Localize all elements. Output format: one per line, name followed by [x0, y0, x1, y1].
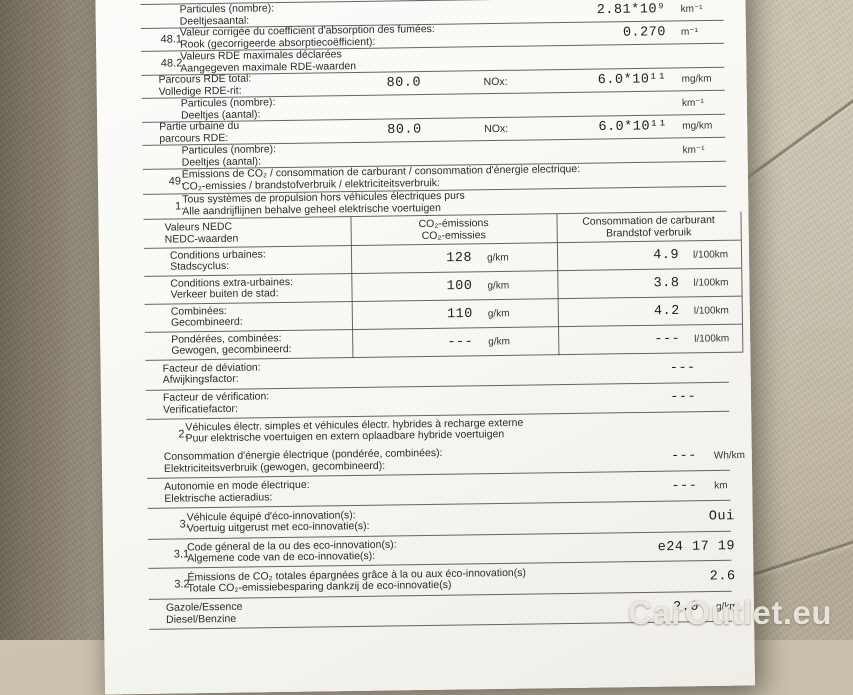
row-label-nl: Diesel/Benzine — [165, 612, 237, 626]
header-nl: NEDC-waarden — [164, 232, 239, 246]
co2-unit: g/km — [488, 335, 510, 348]
row-main-value: 80.0 — [387, 122, 422, 139]
row-label: Autonomie en mode électrique: Elektrische… — [164, 479, 310, 506]
row-label: Véhicules électr. simples et véhicules é… — [185, 416, 523, 445]
header-nl: CO₂-emissies — [421, 229, 486, 243]
row-unit: km⁻¹ — [682, 144, 705, 156]
row-unit: m⁻¹ — [680, 26, 698, 39]
row-label: Facteur de vérification: Verificatiefacto… — [163, 391, 270, 417]
row-number: 1. — [175, 200, 185, 213]
fuel-value: 4.9 — [653, 247, 680, 263]
row-label-nl: Gecombineerd: — [170, 316, 243, 330]
row-label: Particules (nombre): Deeltjes (aantal): — [181, 96, 276, 122]
row-label: Particules (nombre): Deeltjesaantal: — [179, 2, 274, 28]
nox-label: NOx: — [484, 123, 509, 136]
fuel-unit: l/100km — [693, 304, 729, 317]
row-unit: km — [714, 480, 728, 492]
row-number: 2. — [178, 427, 188, 440]
row-label: Pondérées, combinées: Gewogen, gecombinee… — [171, 332, 292, 358]
row-unit: mg/km — [682, 120, 713, 133]
row-label: Gazole/Essence Diesel/Benzine — [165, 601, 243, 627]
nedc-header-values: Valeurs NEDC NEDC-waarden — [165, 221, 239, 246]
row-label-nl: Puur elektrische voertuigen en extern op… — [185, 428, 505, 445]
row-label-nl: Gewogen, gecombineerd: — [171, 343, 292, 358]
row-number: 48.1 — [160, 33, 183, 46]
co2-unit: g/km — [486, 251, 509, 264]
row-unit: km⁻¹ — [681, 97, 704, 109]
co2-value: 110 — [446, 306, 473, 322]
nox-value: 6.0*10¹¹ — [598, 119, 668, 136]
row-main-value: 80.0 — [386, 75, 422, 92]
fuel-value: --- — [654, 331, 681, 347]
row-value: --- — [670, 389, 697, 406]
row-label-nl: Stadscyclus: — [170, 260, 230, 274]
row-value: Oui — [708, 508, 735, 525]
row-label-nl: Totale CO₂-emissiebesparing dankzij de e… — [187, 579, 452, 595]
row-label-nl: Afwijkingsfactor: — [162, 373, 239, 387]
row-value: --- — [669, 360, 696, 376]
row-label: Facteur de déviation: Afwijkingsfactor: — [162, 361, 260, 387]
row-number: 49. — [168, 175, 185, 188]
nedc-header-fuel: Consommation de carburant Brandstof verbr… — [556, 214, 740, 241]
nox-value: 6.0*10¹¹ — [597, 72, 667, 89]
row-label: Conditions extra-urbaines: Verkeer buiten… — [170, 276, 293, 302]
document-content: 0.32 mg/km Particules (nombre):Deeltjesa… — [95, 0, 754, 631]
row-number: 3. — [179, 517, 189, 530]
row-value: --- — [670, 448, 697, 465]
row-label-nl: Verificatiefactor: — [163, 402, 238, 416]
row-value: 2.6 — [709, 568, 736, 585]
document-page: 0.32 mg/km Particules (nombre):Deeltjesa… — [94, 0, 756, 695]
fuel-value: 3.8 — [653, 275, 680, 291]
row-label: Émissions de CO₂ totales épargnées grâce… — [187, 566, 526, 595]
row-label: Consommation d'énergie électrique (pondé… — [163, 447, 443, 475]
fuel-value: 4.2 — [653, 303, 680, 319]
row-unit: Wh/km — [713, 450, 746, 462]
row-label-nl: Verkeer buiten de stad: — [170, 287, 279, 302]
nedc-table: Valeurs NEDC NEDC-waarden CO₂-émissions CO… — [98, 211, 750, 361]
fuel-unit: l/100km — [694, 332, 730, 345]
fuel-unit: l/100km — [692, 248, 729, 261]
row-value: e24 17 19 — [657, 538, 736, 555]
row-label-nl: Voertuig uitgerust met eco-innovatie(s): — [186, 520, 370, 535]
row-unit: mg/km — [681, 73, 712, 86]
row-number: 3.1 — [173, 547, 190, 561]
fuel-unit: l/100km — [693, 276, 729, 289]
row-value: 2.81*10⁹ — [596, 1, 666, 18]
co2-value: 128 — [446, 250, 473, 266]
co2-unit: g/km — [487, 279, 510, 292]
row-number: 3.2 — [174, 577, 190, 591]
row-label: Code géneral de la ou des eco-innovation… — [187, 538, 397, 566]
row-label-nl: Elektrische actieradius: — [164, 491, 273, 505]
header-fr: Valeurs NEDC — [164, 220, 233, 234]
row-value: --- — [671, 478, 698, 495]
co2-value: 100 — [446, 278, 473, 294]
co2-value: --- — [447, 334, 474, 350]
co2-unit: g/km — [487, 307, 510, 320]
nedc-header-co2: CO₂-émissions CO₂-emissies — [350, 216, 556, 243]
row-label-nl: Algemene code van de eco-innovatie(s): — [187, 550, 376, 565]
row-label-nl: Elektriciteitsverbruik (gewogen, gecombi… — [163, 459, 386, 475]
row-unit: km⁻¹ — [680, 3, 703, 15]
row-value: 0.270 — [622, 25, 667, 41]
row-label: Partie urbaine du parcours RDE: — [159, 120, 239, 146]
row-label: Combinées: Gecombineerd: — [170, 304, 243, 330]
row-label: Conditions urbaines: Stadscyclus: — [170, 248, 266, 274]
watermark: CarOutlet.eu — [628, 594, 833, 631]
row-number: 48.2 — [160, 57, 183, 70]
row-label: Particules (nombre): Deeltjes (aantal): — [181, 143, 276, 169]
row-label: Véhicule équipé d'éco-innovation(s): Voer… — [187, 509, 370, 535]
row-label: Parcours RDE total: Volledige RDE-rit: — [158, 73, 251, 99]
nox-label: NOx: — [483, 76, 508, 89]
